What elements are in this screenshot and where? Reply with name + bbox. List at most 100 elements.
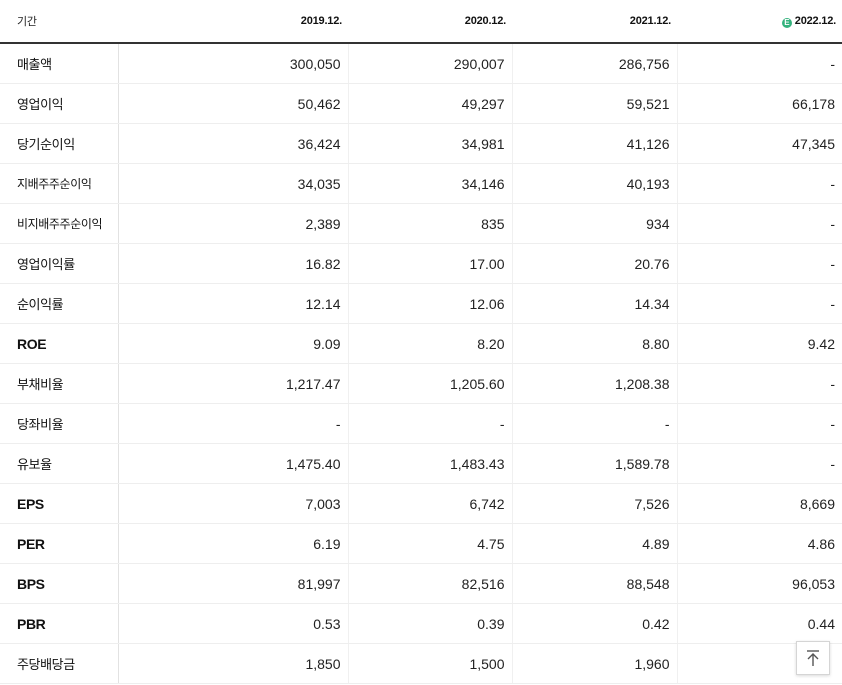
period-2019: 2019.12. <box>118 0 348 44</box>
cell-value: 0.39 <box>348 603 513 644</box>
header-row: 기간 2019.12. 2020.12. 2021.12. E 2022.12. <box>0 0 842 44</box>
cell-value: 1,475.40 <box>118 443 349 484</box>
cell-value: 286,756 <box>512 43 678 84</box>
period-2022-estimate: E 2022.12. <box>677 0 842 44</box>
row-label: PER <box>0 523 119 564</box>
row-label: BPS <box>0 563 119 604</box>
cell-value: 82,516 <box>348 563 513 604</box>
table-row: PBR 0.53 0.39 0.42 0.44 <box>0 603 842 644</box>
table-row: PER 6.19 4.75 4.89 4.86 <box>0 523 842 564</box>
period-label: 기간 <box>0 0 118 44</box>
cell-value: 34,035 <box>118 163 349 204</box>
row-label: 당기순이익 <box>0 123 119 164</box>
cell-value: 12.14 <box>118 283 349 324</box>
table-row: 주당배당금 1,850 1,500 1,960 <box>0 643 842 684</box>
cell-value: - <box>677 243 842 284</box>
row-label: PBR <box>0 603 119 644</box>
row-label: 주당배당금 <box>0 643 119 684</box>
cell-value: 1,217.47 <box>118 363 349 404</box>
cell-value: 9.42 <box>677 323 842 364</box>
cell-value: 2,389 <box>118 203 349 244</box>
cell-value: 1,483.43 <box>348 443 513 484</box>
cell-value: - <box>512 403 678 444</box>
cell-value: 7,003 <box>118 483 349 524</box>
row-label: 영업이익률 <box>0 243 119 284</box>
cell-value: 34,146 <box>348 163 513 204</box>
scroll-to-top-button[interactable] <box>796 641 830 675</box>
cell-value: 8,669 <box>677 483 842 524</box>
cell-value: 59,521 <box>512 83 678 124</box>
row-label: 지배주주순이익 <box>0 163 119 204</box>
table-row: 당좌비율 - - - - <box>0 403 842 444</box>
cell-value: 1,205.60 <box>348 363 513 404</box>
cell-value: 0.42 <box>512 603 678 644</box>
cell-value: 50,462 <box>118 83 349 124</box>
table-row: ROE 9.09 8.20 8.80 9.42 <box>0 323 842 364</box>
table-row: BPS 81,997 82,516 88,548 96,053 <box>0 563 842 604</box>
cell-value: 81,997 <box>118 563 349 604</box>
arrow-up-to-top-icon <box>807 650 819 666</box>
cell-value: 6.19 <box>118 523 349 564</box>
cell-value: 290,007 <box>348 43 513 84</box>
cell-value: 12.06 <box>348 283 513 324</box>
cell-value: 4.86 <box>677 523 842 564</box>
cell-value: - <box>348 403 513 444</box>
cell-value: 7,526 <box>512 483 678 524</box>
cell-value: - <box>677 203 842 244</box>
cell-value: 1,208.38 <box>512 363 678 404</box>
cell-value: - <box>677 363 842 404</box>
table-row: 지배주주순이익 34,035 34,146 40,193- <box>0 163 842 204</box>
cell-value: 1,500 <box>348 643 513 684</box>
cell-value: - <box>677 283 842 324</box>
cell-value: - <box>118 403 349 444</box>
table-row: 비지배주주순이익 2,389 835 934- <box>0 203 842 244</box>
row-label: 영업이익 <box>0 83 119 124</box>
estimate-badge-icon: E <box>781 17 792 28</box>
cell-value: 835 <box>348 203 513 244</box>
cell-value: 96,053 <box>677 563 842 604</box>
cell-value: 1,960 <box>512 643 678 684</box>
period-2020: 2020.12. <box>348 0 512 44</box>
table-row: 당기순이익 36,424 34,981 41,126 47,345 <box>0 123 842 164</box>
row-label: 당좌비율 <box>0 403 119 444</box>
row-label: 순이익률 <box>0 283 119 324</box>
cell-value: 6,742 <box>348 483 513 524</box>
table-row: 영업이익 50,462 49,297 59,521 66,178 <box>0 83 842 124</box>
period-2021: 2021.12. <box>512 0 677 44</box>
row-label: 매출액 <box>0 43 119 84</box>
cell-value: 20.76 <box>512 243 678 284</box>
cell-value: 17.00 <box>348 243 513 284</box>
table-row: 매출액 300,050 290,007 286,756- <box>0 43 842 84</box>
cell-value: 66,178 <box>677 83 842 124</box>
cell-value: - <box>677 443 842 484</box>
cell-value: 36,424 <box>118 123 349 164</box>
cell-value: 0.53 <box>118 603 349 644</box>
cell-value: 8.20 <box>348 323 513 364</box>
cell-value: 41,126 <box>512 123 678 164</box>
cell-value: - <box>677 403 842 444</box>
cell-value: - <box>677 163 842 204</box>
row-label: 부채비율 <box>0 363 119 404</box>
cell-value: 88,548 <box>512 563 678 604</box>
period-2022: 2022.12. <box>794 14 836 27</box>
table-row: EPS 7,003 6,742 7,526 8,669 <box>0 483 842 524</box>
cell-value: 0.44 <box>677 603 842 644</box>
cell-value: 300,050 <box>118 43 349 84</box>
row-label: EPS <box>0 483 119 524</box>
cell-value: 16.82 <box>118 243 349 284</box>
row-label: ROE <box>0 323 119 364</box>
cell-value: 934 <box>512 203 678 244</box>
cell-value: 1,589.78 <box>512 443 678 484</box>
cell-value: 9.09 <box>118 323 349 364</box>
cell-value: 14.34 <box>512 283 678 324</box>
row-label: 비지배주주순이익 <box>0 203 119 244</box>
table-row: 영업이익률 16.82 17.00 20.76- <box>0 243 842 284</box>
cell-value: - <box>677 43 842 84</box>
cell-value: 1,850 <box>118 643 349 684</box>
cell-value: 47,345 <box>677 123 842 164</box>
cell-value: 34,981 <box>348 123 513 164</box>
cell-value: 40,193 <box>512 163 678 204</box>
cell-value: 4.89 <box>512 523 678 564</box>
row-label: 유보율 <box>0 443 119 484</box>
